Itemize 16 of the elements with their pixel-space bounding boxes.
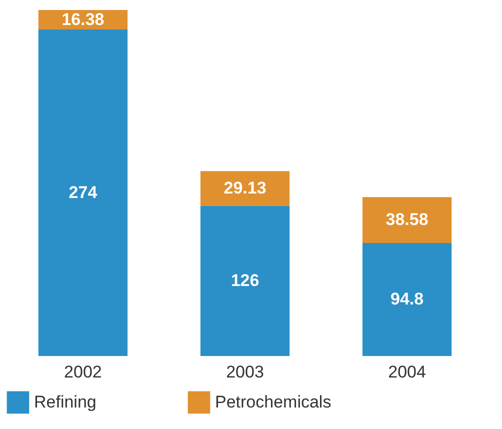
data-label: 38.58 xyxy=(386,210,428,230)
data-label: 274 xyxy=(68,182,98,202)
data-label: 16.38 xyxy=(62,10,104,29)
bar xyxy=(362,243,452,356)
bar xyxy=(362,197,452,244)
x-tick-label: 2004 xyxy=(388,362,426,382)
x-tick-label: 2002 xyxy=(64,362,102,382)
data-label: 29.13 xyxy=(224,178,266,198)
bar xyxy=(38,30,128,356)
data-label: 126 xyxy=(230,270,260,290)
x-tick-label: 2003 xyxy=(226,362,264,382)
data-label: 94.8 xyxy=(390,290,424,309)
legend-label: Petrochemicals xyxy=(215,392,332,412)
bar xyxy=(200,206,290,356)
bar xyxy=(200,171,290,206)
legend-label: Refining xyxy=(34,392,96,412)
